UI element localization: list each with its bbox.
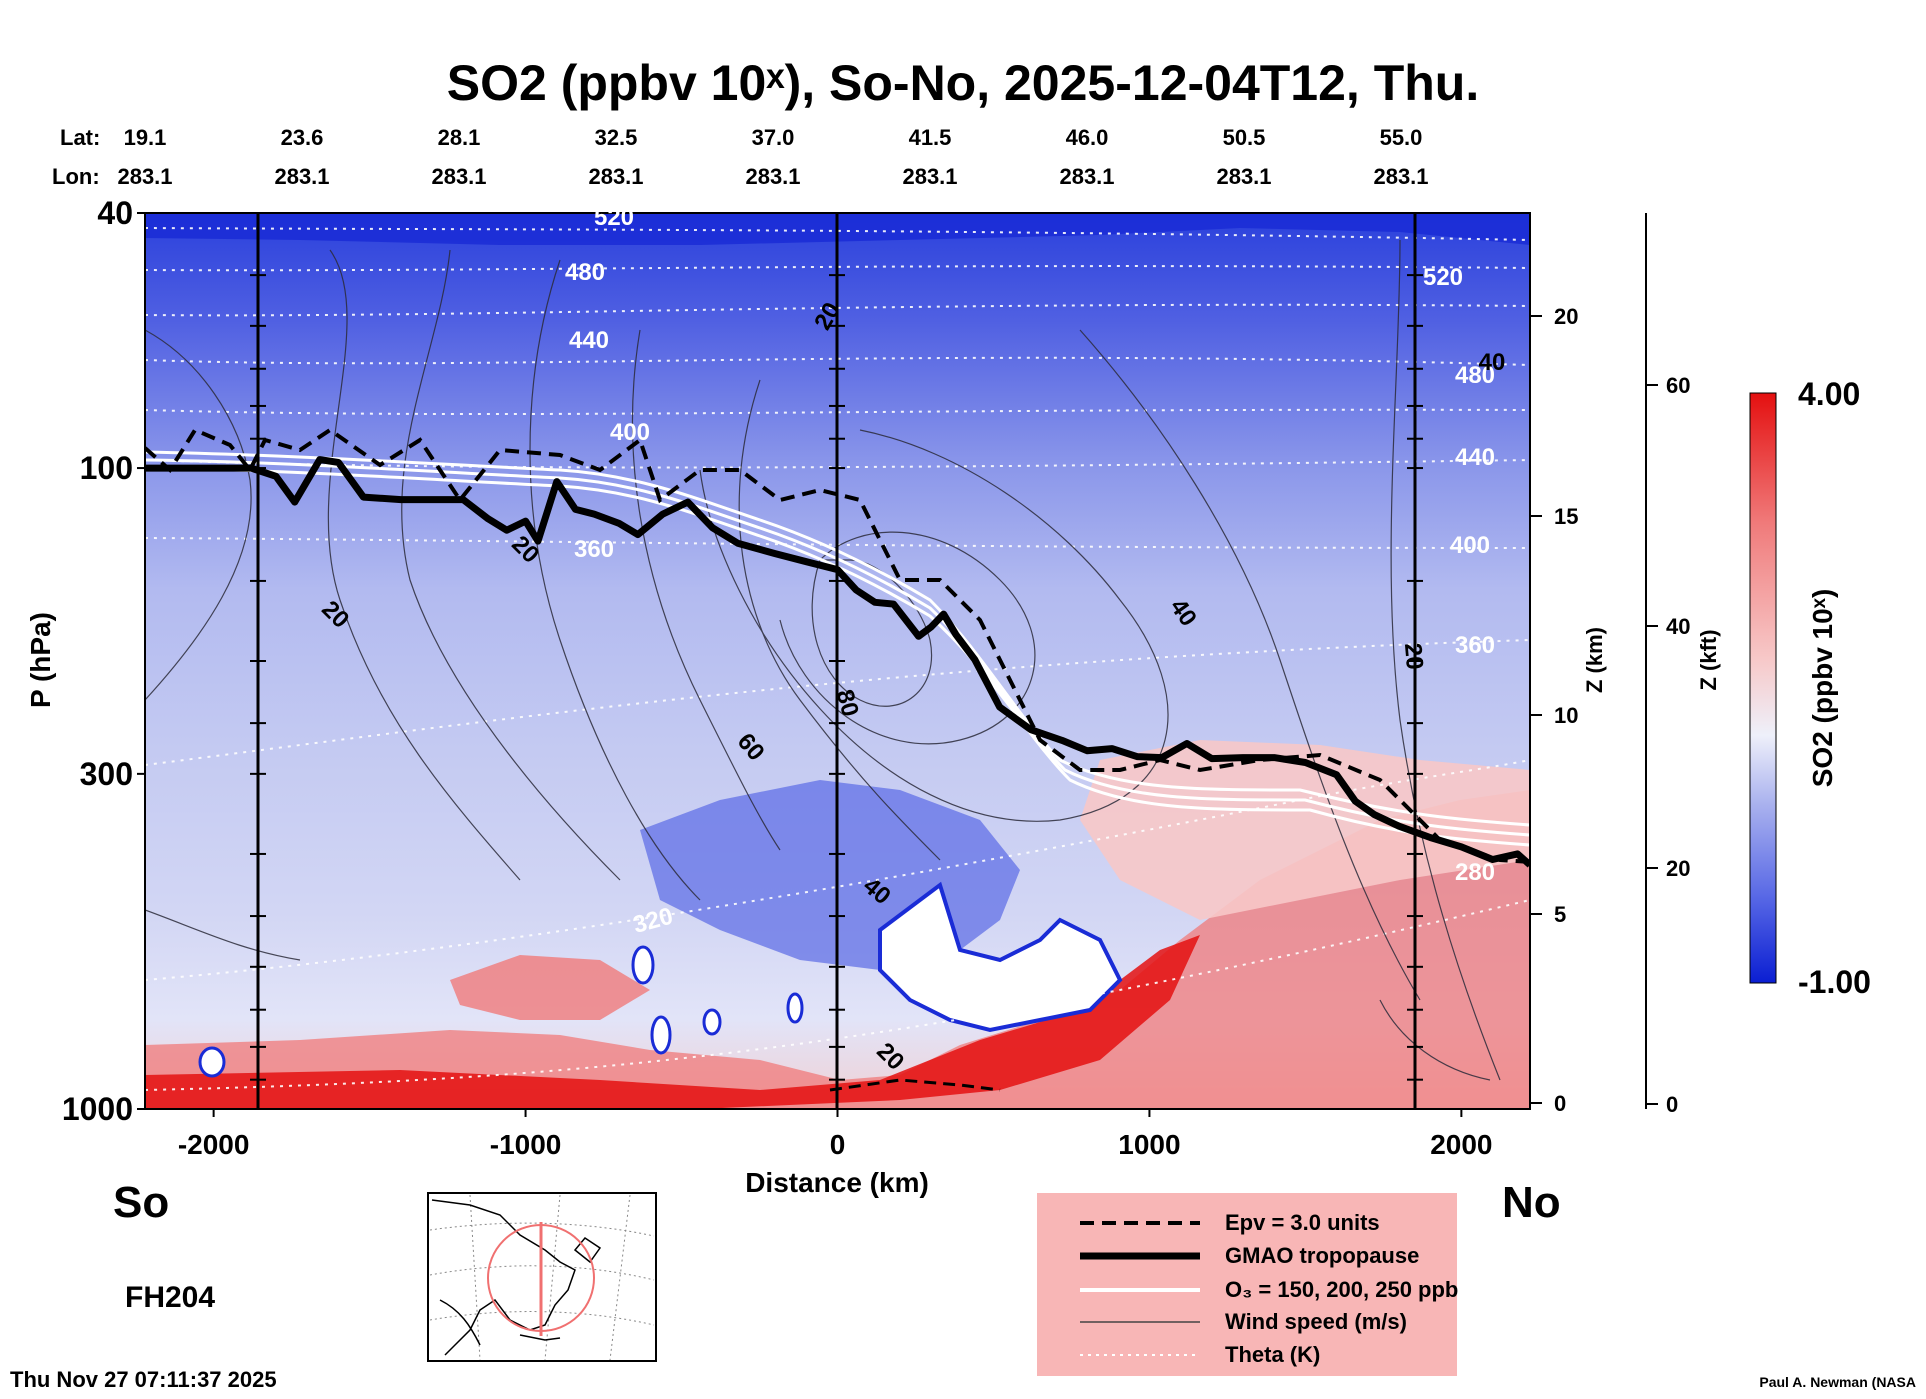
- so2-white-spot: [702, 1008, 722, 1036]
- pressure-axis: 40 100 300 1000: [62, 195, 145, 1127]
- z-km-tick-label: 5: [1554, 902, 1566, 927]
- legend-tropopause: GMAO tropopause: [1225, 1243, 1419, 1268]
- theta-contour-label: 520: [1423, 264, 1463, 291]
- lat-value: 23.6: [281, 125, 324, 150]
- theta-contour-label: 280: [1455, 859, 1495, 886]
- theta-contour-label: 360: [574, 536, 614, 563]
- gmao-tropopause-line: [145, 456, 1530, 868]
- z-kft-tick-label: 40: [1666, 614, 1690, 639]
- distance-tick-label: -1000: [490, 1129, 562, 1160]
- lat-lon-header: 19.1 283.1 23.6 283.1 28.1 283.1 32.5 283.1 37.0…: [117, 125, 1428, 189]
- wind-contour-label: 40: [1479, 349, 1506, 376]
- so2-red-region-right: [1080, 740, 1530, 920]
- distance-tick-label: 2000: [1430, 1129, 1492, 1160]
- legend-theta: Theta (K): [1225, 1342, 1320, 1367]
- lat-value: 28.1: [438, 125, 481, 150]
- lat-value: 32.5: [595, 125, 638, 150]
- pressure-tick-label: 1000: [62, 1091, 133, 1127]
- forecast-hour-label: FH204: [125, 1281, 215, 1314]
- theta-contour-label: 480: [565, 259, 605, 286]
- wind-contour-label: 20: [1399, 642, 1428, 671]
- lon-value: 283.1: [274, 164, 329, 189]
- theta-contour-label: 440: [1455, 444, 1495, 471]
- lon-value: 283.1: [745, 164, 800, 189]
- theta-contour-label: 520: [594, 204, 634, 231]
- distance-tick-label: 0: [830, 1129, 846, 1160]
- pressure-axis-label: P (hPa): [25, 612, 56, 708]
- legend-ozone: O₃ = 150, 200, 250 ppb: [1225, 1277, 1458, 1302]
- theta-contour-label: 400: [1450, 532, 1490, 559]
- z-kft-tick-label: 0: [1666, 1092, 1678, 1117]
- lat-value: 50.5: [1223, 125, 1266, 150]
- north-label: No: [1502, 1178, 1561, 1227]
- so2-red-blob-lower-left: [450, 955, 650, 1020]
- ozone-contours: [145, 450, 1530, 847]
- plot-area: [145, 213, 1530, 1109]
- theta-contour-label: 400: [610, 419, 650, 446]
- so2-surface-red-region: [145, 790, 1530, 1109]
- credit: Paul A. Newman (NASA: [1759, 1374, 1916, 1390]
- lat-label: Lat:: [60, 125, 100, 150]
- z-km-tick-label: 0: [1554, 1091, 1566, 1116]
- timestamp: Thu Nov 27 07:11:37 2025: [10, 1367, 277, 1392]
- so2-white-blob: [878, 881, 1123, 1033]
- colorbar-max-label: 4.00: [1798, 376, 1860, 412]
- lon-value: 283.1: [431, 164, 486, 189]
- z-kft-axis-label: Z (kft): [1696, 629, 1721, 690]
- lat-value: 19.1: [124, 125, 167, 150]
- colorbar-label: SO2 (ppbv 10ˣ): [1807, 589, 1838, 788]
- so2-white-spot: [198, 1046, 226, 1078]
- lon-value: 283.1: [1373, 164, 1428, 189]
- chart-title: SO2 (ppbv 10ˣ), So-No, 2025-12-04T12, Th…: [447, 55, 1479, 111]
- colorbar-min-label: -1.00: [1798, 964, 1871, 1000]
- lon-value: 283.1: [902, 164, 957, 189]
- distance-axis-label: Distance (km): [745, 1167, 929, 1198]
- lon-value: 283.1: [1059, 164, 1114, 189]
- legend-epv: Epv = 3.0 units: [1225, 1210, 1380, 1235]
- legend-wind: Wind speed (m/s): [1225, 1309, 1407, 1334]
- theta-contour-label: 440: [569, 327, 609, 354]
- z-km-axis-label: Z (km): [1582, 627, 1607, 693]
- lat-value: 55.0: [1380, 125, 1423, 150]
- lat-value: 46.0: [1066, 125, 1109, 150]
- legend: Epv = 3.0 units GMAO tropopause O₃ = 150…: [1037, 1193, 1458, 1376]
- z-km-tick-label: 15: [1554, 504, 1578, 529]
- z-kft-axis: 60 40 20 0: [1646, 373, 1690, 1117]
- distance-tick-label: 1000: [1118, 1129, 1180, 1160]
- distance-axis: -2000 -1000 0 1000 2000: [178, 1109, 1493, 1160]
- so2-white-spot: [650, 1015, 672, 1055]
- colorbar: [1749, 392, 1777, 984]
- south-label: So: [113, 1178, 169, 1227]
- distance-tick-label: -2000: [178, 1129, 250, 1160]
- inset-map-coastline: [431, 1199, 602, 1356]
- z-kft-tick-label: 20: [1666, 856, 1690, 881]
- lon-value: 283.1: [1216, 164, 1271, 189]
- lon-label: Lon:: [52, 164, 100, 189]
- epv-line-surface: [829, 1078, 1001, 1092]
- theta-contour-label: 480: [1455, 362, 1495, 389]
- inset-map: [427, 1192, 657, 1362]
- pressure-tick-label: 100: [80, 450, 133, 486]
- epv-line: [145, 427, 1530, 864]
- theta-isentropes: [145, 227, 1530, 1091]
- z-km-tick-label: 10: [1554, 703, 1578, 728]
- lon-value: 283.1: [117, 164, 172, 189]
- wind-speed-contours: [145, 239, 1501, 1081]
- z-km-tick-label: 20: [1554, 304, 1578, 329]
- so2-white-spot: [631, 945, 655, 985]
- so2-white-spot: [786, 992, 804, 1024]
- z-km-axis: 20 15 10 5 0: [1530, 304, 1578, 1116]
- z-kft-tick-label: 60: [1666, 373, 1690, 398]
- pressure-tick-label: 300: [80, 756, 133, 792]
- theta-contour-label: 360: [1455, 632, 1495, 659]
- pressure-tick-label: 40: [97, 195, 133, 231]
- lat-value: 37.0: [752, 125, 795, 150]
- lat-value: 41.5: [909, 125, 952, 150]
- lon-value: 283.1: [588, 164, 643, 189]
- so2-surface-deep-red: [145, 935, 1200, 1109]
